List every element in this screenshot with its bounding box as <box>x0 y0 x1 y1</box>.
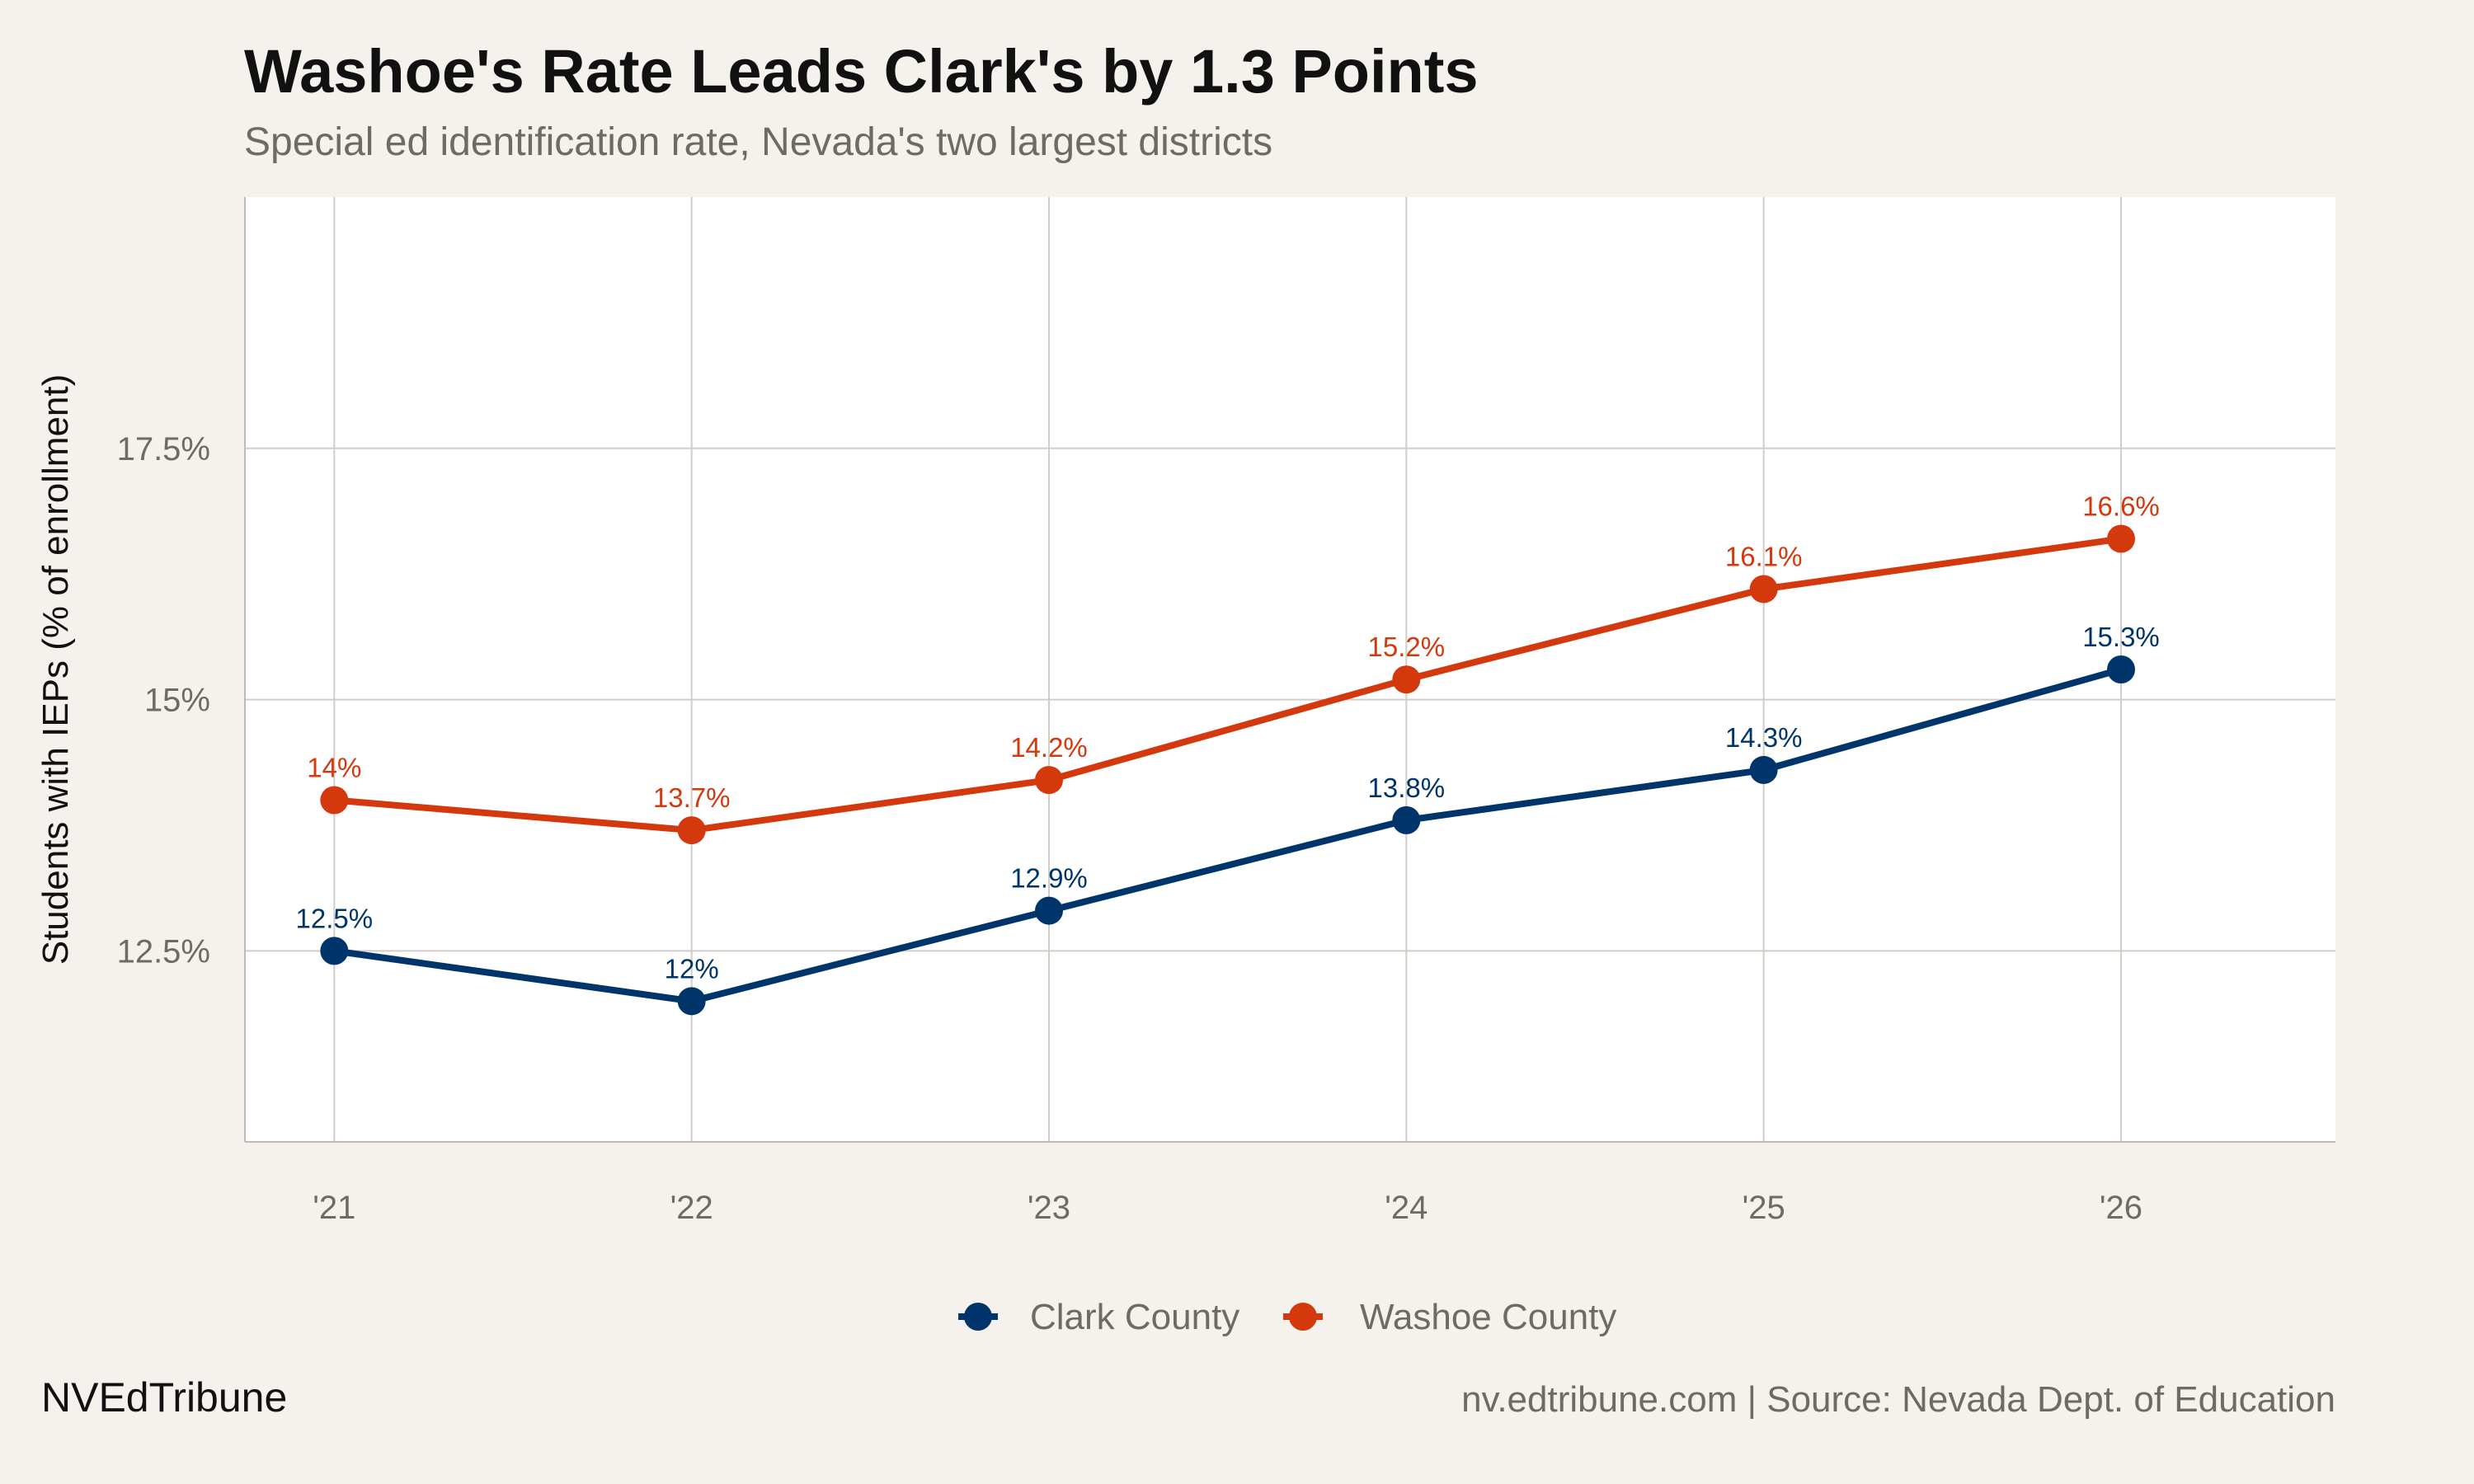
legend-washoe-marker <box>1289 1303 1317 1331</box>
x-tick-label: '21 <box>313 1190 355 1226</box>
data-label: 16.6% <box>2082 491 2160 522</box>
y-tick-label: 12.5% <box>117 933 210 970</box>
data-point <box>1392 665 1421 694</box>
x-tick-label: '23 <box>1028 1190 1070 1226</box>
data-point <box>1035 766 1063 795</box>
data-label: 12% <box>665 953 719 984</box>
series-washoe-county: 14% 13.7% 14.2% 15.2% 16.1% 16.6% <box>307 491 2160 845</box>
data-point <box>1749 575 1778 603</box>
legend-clark-label: Clark County <box>1030 1297 1239 1337</box>
x-tick-label: '25 <box>1743 1190 1785 1226</box>
data-point <box>677 987 706 1016</box>
data-point <box>1392 805 1421 834</box>
x-tick-labels: '21 '22 '23 '24 '25 '26 <box>313 1190 2142 1226</box>
data-point <box>320 937 349 965</box>
x-tick-label: '26 <box>2100 1190 2142 1226</box>
data-label: 13.7% <box>653 782 731 813</box>
y-axis-title: Students with IEPs (% of enrollment) <box>35 374 76 965</box>
y-tick-labels: 12.5% 15% 17.5% <box>117 431 210 970</box>
chart-title: Washoe's Rate Leads Clark's by 1.3 Point… <box>244 37 1479 106</box>
x-tick-label: '24 <box>1385 1190 1427 1226</box>
legend-clark-marker <box>964 1303 992 1331</box>
data-label: 15.3% <box>2082 622 2160 652</box>
legend: Clark County Washoe County <box>958 1297 1616 1337</box>
data-label: 15.2% <box>1368 632 1446 662</box>
series-group: 12.5% 12% 12.9% 13.8% 14.3% 15.3% 14% 13.7% 14.2… <box>296 491 2160 1016</box>
data-point <box>2107 524 2135 553</box>
data-point <box>1035 896 1063 925</box>
y-tick-label: 17.5% <box>117 431 210 467</box>
series-line <box>333 666 2123 1005</box>
chart-subtitle: Special ed identification rate, Nevada's… <box>244 120 1272 164</box>
data-label: 14% <box>307 752 361 782</box>
series-line <box>333 535 2122 834</box>
data-label: 12.9% <box>1010 863 1088 894</box>
data-label: 14.2% <box>1010 732 1088 763</box>
data-point <box>1749 755 1778 784</box>
data-label: 16.1% <box>1725 541 1803 571</box>
plot-panel <box>245 197 2335 1142</box>
series-clark-county: 12.5% 12% 12.9% 13.8% 14.3% 15.3% <box>296 622 2160 1016</box>
data-label: 13.8% <box>1368 773 1446 803</box>
x-tick-label: '22 <box>670 1190 713 1226</box>
data-label: 14.3% <box>1725 722 1803 753</box>
y-tick-label: 15% <box>144 683 210 719</box>
data-point <box>2107 655 2135 683</box>
footer-brand: NVEdTribune <box>41 1374 287 1421</box>
data-point <box>677 816 706 845</box>
data-point <box>320 786 349 815</box>
gridlines <box>245 197 2335 1142</box>
data-label: 12.5% <box>296 903 374 933</box>
footer-source: nv.edtribune.com | Source: Nevada Dept. … <box>1461 1379 2335 1420</box>
legend-washoe-label: Washoe County <box>1360 1297 1616 1337</box>
